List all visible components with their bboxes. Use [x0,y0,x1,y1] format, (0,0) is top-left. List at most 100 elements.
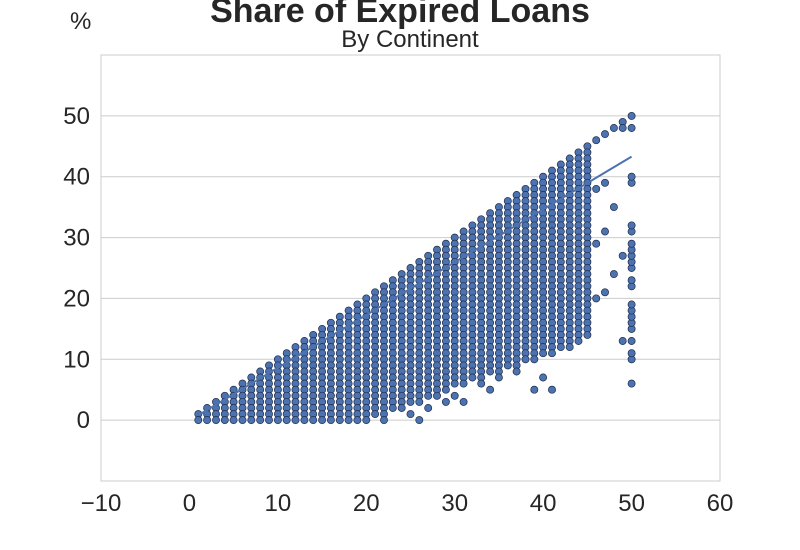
data-point [503,361,512,370]
data-point [618,124,627,132]
y-tick-labels: 0 10 20 30 40 50 [63,103,90,434]
data-point [318,416,327,425]
data-point [530,355,539,364]
x-tick-label: −10 [81,490,122,517]
data-point [441,397,450,406]
data-point [627,124,636,132]
chart-title: Share of Expired Loans [210,0,590,30]
data-point [512,367,521,376]
data-point [627,379,636,388]
x-tick-label: 50 [618,490,645,517]
data-point [353,416,362,425]
data-point [530,385,539,394]
data-point [565,343,574,352]
y-tick-label: 0 [77,407,90,434]
trend-line [197,155,633,417]
data-point [592,294,601,303]
data-point [256,416,265,425]
data-point [291,416,300,425]
data-point [415,397,424,406]
data-point [521,355,530,364]
x-tick-label: 40 [530,490,557,517]
data-point [406,397,415,406]
data-point [247,416,256,425]
x-tick-label: 20 [353,490,380,517]
data-point [627,221,636,230]
x-tick-label: 60 [707,490,734,517]
data-point [609,270,618,279]
data-point [265,416,273,425]
data-point [424,404,433,412]
data-point [486,385,495,394]
chart-subtitle: By Continent [341,26,479,53]
data-point [424,391,433,400]
data-point [627,337,636,345]
data-points [194,111,636,425]
data-point [371,410,380,419]
data-point [415,416,424,425]
data-point [459,379,468,388]
data-point [494,373,503,382]
data-point [627,111,636,120]
data-point [344,416,353,425]
data-point [601,227,609,236]
data-point [618,337,627,345]
data-point [548,385,556,394]
plot-frame [100,54,721,482]
trend-line-path [197,155,633,417]
data-point [397,404,406,412]
x-tick-label: 0 [183,490,196,517]
data-point [627,276,636,285]
data-point [592,136,601,145]
y-tick-label: 50 [63,103,90,130]
data-point [450,379,459,388]
y-tick-label: 40 [63,164,90,191]
y-tick-label: 10 [63,346,90,373]
data-point [441,385,450,394]
data-point [309,416,318,425]
data-point [380,416,388,425]
x-tick-label: 30 [441,490,468,517]
data-point [627,172,636,181]
data-point [406,410,415,419]
x-tick-labels: −10 0 10 20 30 40 50 60 [81,490,734,517]
data-point [220,416,229,425]
data-point [468,373,477,382]
data-point [238,416,247,425]
data-point [618,251,627,260]
data-point [203,416,212,425]
data-point [583,330,592,339]
data-point [326,416,335,425]
data-point [229,416,238,425]
data-point [609,124,618,132]
y-tick-label: 30 [63,225,90,252]
data-point [556,343,565,352]
data-point [548,349,556,358]
data-point [362,416,371,425]
data-point [212,416,220,425]
data-point [574,337,583,345]
data-point [486,367,495,376]
data-point [601,178,609,187]
data-point [601,130,609,139]
data-point [627,300,636,309]
data-point [335,416,344,425]
data-point [601,288,609,297]
data-point [592,239,601,248]
data-point [627,239,636,248]
y-unit-label: % [70,8,91,35]
data-point [539,349,548,358]
data-point [300,416,309,425]
data-point [433,391,441,400]
data-point [609,203,618,212]
data-point [450,391,459,400]
y-tick-label: 20 [63,285,90,312]
data-point [194,416,203,425]
data-point [273,416,282,425]
data-point [539,373,548,382]
data-point [627,349,636,358]
x-tick-label: 10 [265,490,292,517]
data-point [282,416,291,425]
data-point [592,184,601,193]
